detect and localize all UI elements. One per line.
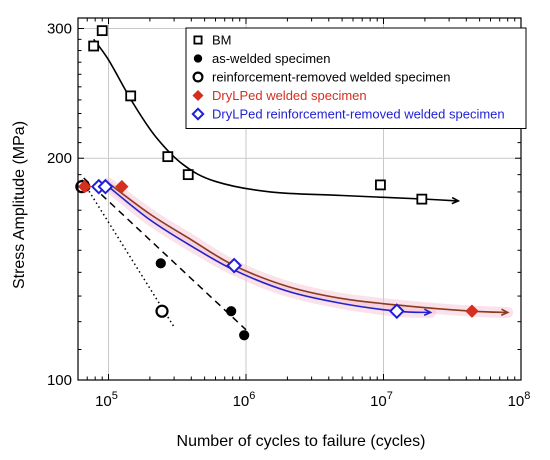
data-point: [115, 179, 129, 194]
data-point: [125, 90, 137, 102]
axis-ticks: 105 106 107 108 100 200 300: [47, 18, 530, 410]
legend-marker: [193, 35, 203, 45]
confidence-bands: [103, 177, 514, 318]
legend-marker: [191, 107, 205, 121]
legend-label: as-welded specimen: [212, 51, 331, 66]
data-point: [226, 306, 237, 317]
data-point: [465, 304, 479, 318]
data-point: [155, 258, 166, 269]
legend-item: as-welded specimen: [193, 51, 331, 66]
data-point: [97, 178, 114, 195]
legend-item: DryLPed welded specimen: [192, 88, 367, 103]
y-axis-title: Stress Amplitude (MPa): [11, 121, 28, 289]
fit-line-bm-fit: [93, 38, 459, 202]
x-tick-label: 107: [370, 390, 393, 410]
legend-item: BM: [193, 33, 232, 48]
legend-marker: [193, 54, 203, 63]
legend-label: reinforcement-removed welded specimen: [212, 70, 450, 85]
data-point: [88, 40, 100, 52]
fit-line-drylped-rr-fit: [108, 186, 431, 314]
data-point: [416, 193, 428, 205]
data-point: [388, 303, 405, 320]
legend-box: [185, 27, 527, 129]
y-tick-label: 300: [47, 20, 72, 37]
plot-frame-rect: [77, 17, 522, 381]
data-point: [96, 25, 108, 37]
legend-label: DryLPed reinforcement-removed welded spe…: [212, 107, 505, 122]
plot-frame: [77, 17, 522, 381]
x-tick-label: 106: [233, 390, 256, 410]
data-point: [155, 304, 169, 318]
x-tick-label: 108: [508, 390, 531, 410]
data-point: [162, 151, 174, 163]
arrowhead-drylped-rr-fit: [423, 308, 433, 317]
data-point: [77, 179, 92, 194]
data-point: [375, 179, 386, 191]
fit-line-as-welded-fit: [83, 177, 247, 331]
arrowhead-bm-fit: [451, 196, 461, 205]
legend-label: BM: [212, 33, 232, 48]
y-tick-label: 200: [47, 150, 72, 167]
fit-line-drylped-fit: [108, 182, 508, 314]
legend-label: DryLPed welded specimen: [212, 88, 367, 103]
data-points: [75, 25, 479, 341]
data-point: [226, 257, 243, 274]
legend-marker: [192, 71, 204, 83]
fit-line-reinforcement-removed-fit: [81, 179, 175, 328]
arrowhead-drylped-fit: [500, 308, 510, 317]
y-tick-label: 100: [47, 372, 72, 389]
legend-item: reinforcement-removed welded specimen: [192, 70, 450, 85]
x-tick-label: 105: [95, 390, 118, 410]
data-point: [182, 169, 194, 181]
fit-band: [103, 181, 437, 318]
legend-item: DryLPed reinforcement-removed welded spe…: [191, 107, 505, 122]
legend: BM as-welded specimen reinforcement-remove…: [185, 27, 527, 129]
data-point: [239, 330, 250, 341]
legend-marker: [192, 89, 204, 102]
x-axis-title: Number of cycles to failure (cycles): [177, 433, 426, 450]
